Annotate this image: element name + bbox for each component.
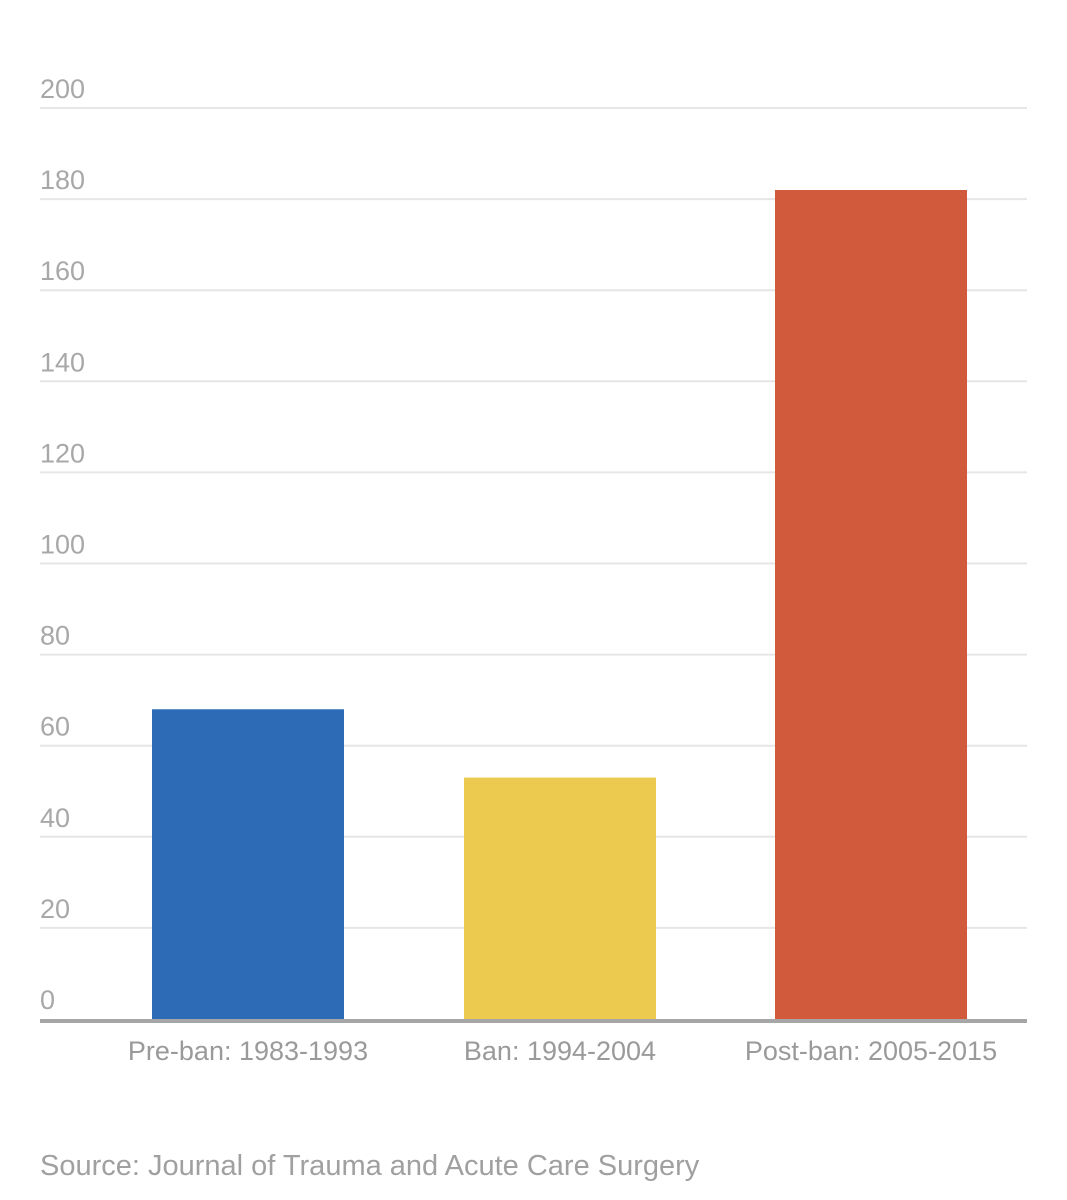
x-category-label: Ban: 1994-2004 xyxy=(464,1036,656,1066)
y-tick-label: 0 xyxy=(40,985,55,1015)
x-axis-categories: Pre-ban: 1983-1993 Ban: 1994-2004 Post-ban… xyxy=(128,1036,997,1066)
y-tick-label: 160 xyxy=(40,256,85,286)
y-tick-label: 140 xyxy=(40,347,85,377)
y-tick-label: 180 xyxy=(40,165,85,195)
bar-2 xyxy=(464,777,656,1019)
y-tick-label: 100 xyxy=(40,530,85,560)
bar-3 xyxy=(775,189,967,1020)
y-tick-label: 20 xyxy=(40,894,70,924)
x-category-label: Post-ban: 2005-2015 xyxy=(745,1036,997,1066)
y-tick-label: 60 xyxy=(40,712,70,742)
y-tick-label: 120 xyxy=(40,438,85,468)
y-tick-label: 40 xyxy=(40,803,70,833)
source-note: Source: Journal of Trauma and Acute Care… xyxy=(40,1150,700,1182)
bar-1 xyxy=(152,709,344,1019)
bars xyxy=(152,189,967,1020)
x-category-label: Pre-ban: 1983-1993 xyxy=(128,1036,368,1066)
y-tick-label: 200 xyxy=(40,74,85,104)
bar-chart: 0 20 40 60 80 100 120 140 160 180 200 Pre-ban: 198… xyxy=(40,74,1027,1066)
y-axis-ticks: 0 20 40 60 80 100 120 140 160 180 200 xyxy=(40,74,85,1015)
y-tick-label: 80 xyxy=(40,621,70,651)
